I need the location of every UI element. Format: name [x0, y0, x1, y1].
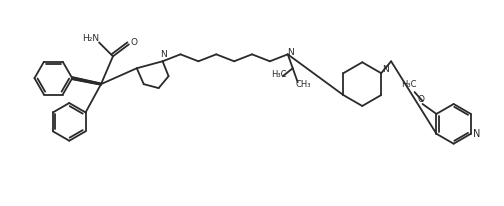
Text: N: N: [287, 48, 294, 57]
Text: H₃C: H₃C: [401, 80, 416, 89]
Text: H₃C: H₃C: [271, 70, 287, 79]
Text: O: O: [131, 38, 137, 47]
Text: CH₃: CH₃: [296, 80, 311, 89]
Text: O: O: [417, 95, 424, 104]
Text: N: N: [473, 129, 480, 139]
Text: H₂N: H₂N: [83, 34, 100, 43]
Text: N: N: [160, 50, 167, 59]
Text: N: N: [382, 65, 389, 74]
